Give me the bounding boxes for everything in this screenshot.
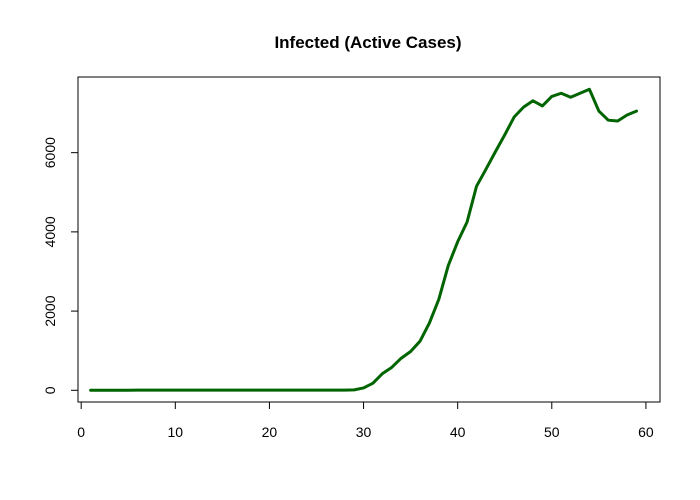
y-axis: 0 2000 4000 6000 bbox=[42, 137, 79, 394]
y-tick-label: 6000 bbox=[42, 137, 58, 168]
x-axis: 0 10 20 30 40 50 60 bbox=[77, 401, 654, 440]
chart-title: Infected (Active Cases) bbox=[274, 33, 461, 52]
y-tick-label: 2000 bbox=[42, 295, 58, 326]
y-tick-label: 0 bbox=[42, 386, 58, 394]
x-tick-label: 0 bbox=[77, 424, 85, 440]
x-tick-label: 40 bbox=[450, 424, 466, 440]
series-line-infected bbox=[89, 87, 638, 392]
x-tick-label: 60 bbox=[638, 424, 654, 440]
x-tick-label: 50 bbox=[544, 424, 560, 440]
plot-frame bbox=[77, 76, 661, 403]
x-tick-label: 30 bbox=[356, 424, 372, 440]
series-layer bbox=[89, 87, 638, 392]
y-tick-label: 4000 bbox=[42, 216, 58, 247]
x-tick-label: 10 bbox=[168, 424, 184, 440]
x-tick-label: 20 bbox=[262, 424, 278, 440]
